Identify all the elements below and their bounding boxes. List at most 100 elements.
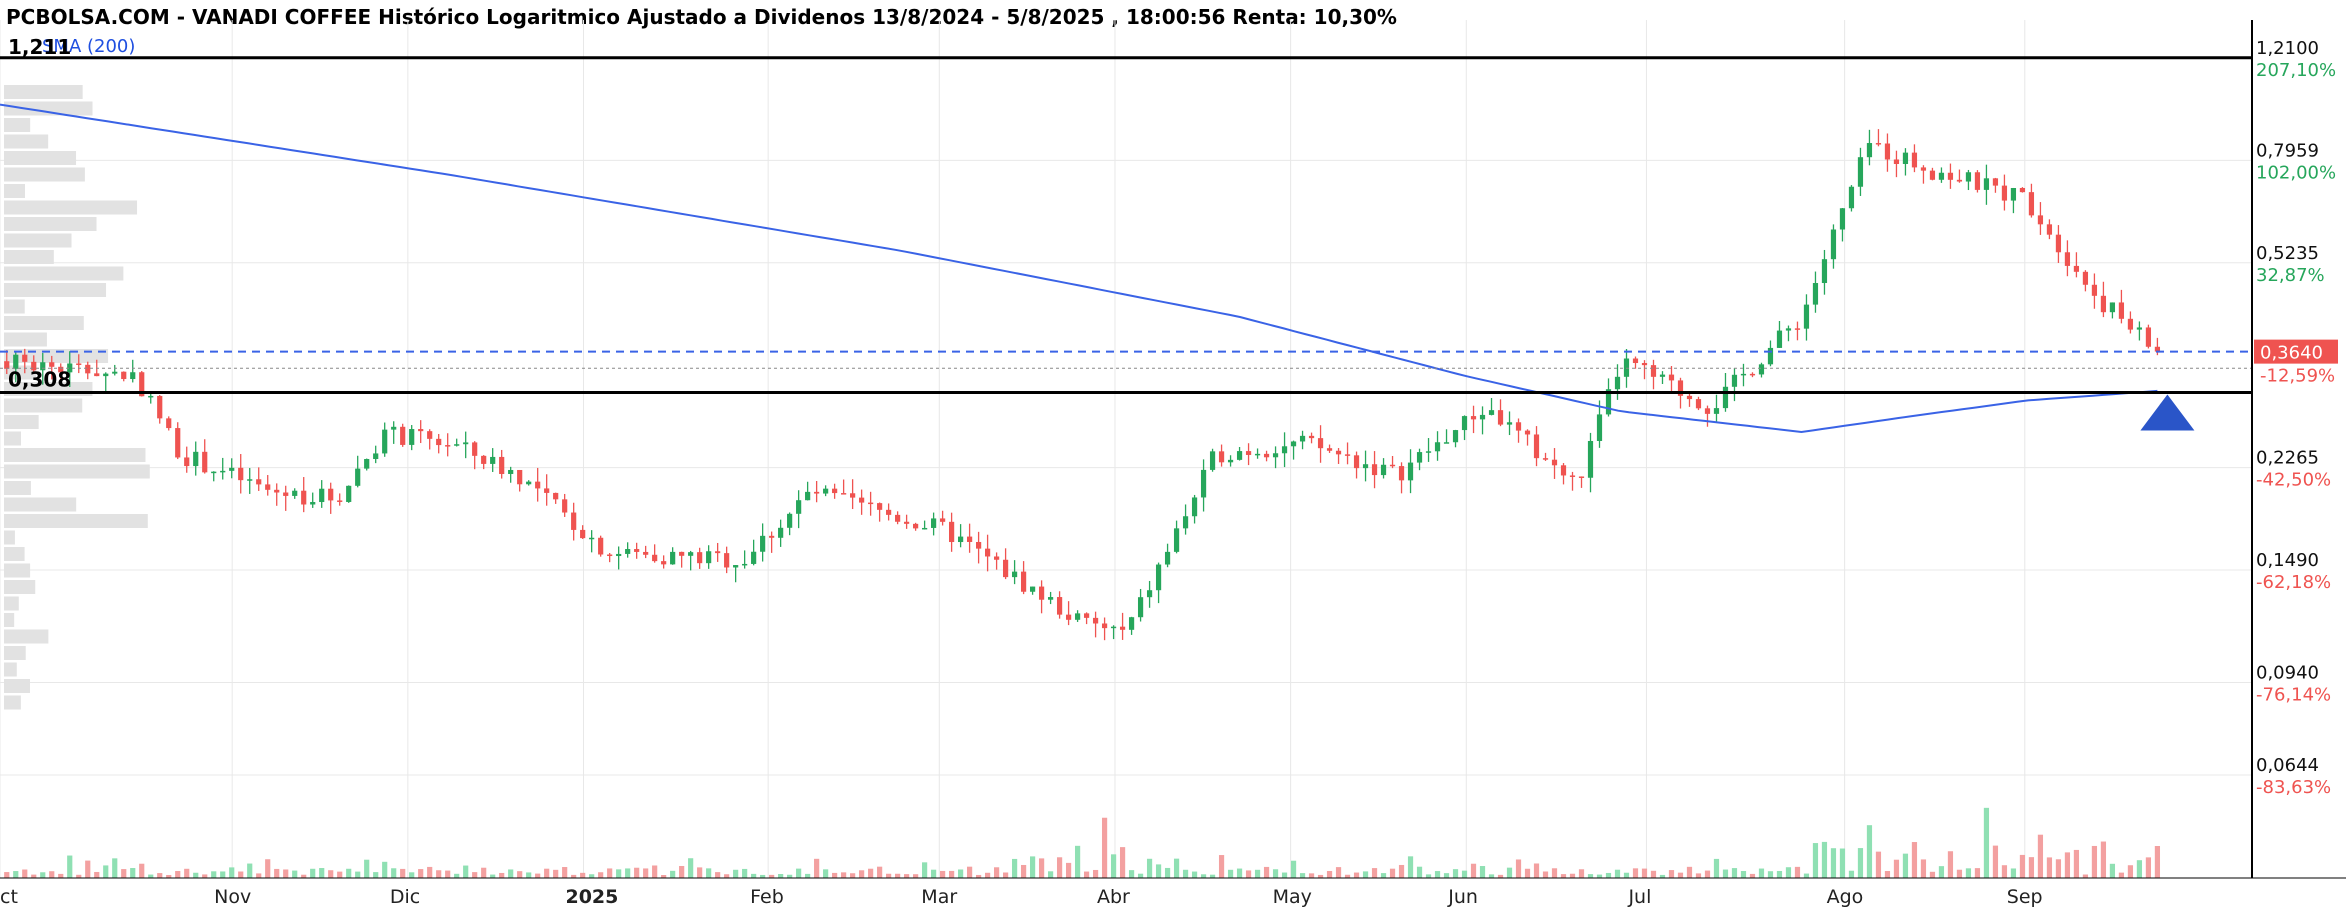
volume-bar xyxy=(1974,868,1981,878)
support-label: 0,308 xyxy=(8,367,71,391)
x-tick-label: Jun xyxy=(1447,886,1478,908)
candle-body xyxy=(1785,328,1792,331)
volume-bar xyxy=(1173,858,1180,878)
candle-body xyxy=(373,453,379,460)
volume-bar xyxy=(544,868,550,878)
candle-body xyxy=(31,361,37,371)
candle-body xyxy=(949,521,955,543)
volume-bar xyxy=(2046,857,2053,878)
candle-body xyxy=(1857,157,1864,187)
candle-body xyxy=(1713,408,1720,414)
volume-bar xyxy=(1398,864,1405,878)
candle-body xyxy=(1731,374,1738,387)
volume-bar xyxy=(697,867,703,878)
volume-bar xyxy=(346,868,352,878)
volume-bar xyxy=(1236,868,1243,878)
volume-bar xyxy=(400,868,406,878)
candle-body xyxy=(1065,614,1072,620)
candle-body xyxy=(1740,373,1747,376)
candle-body xyxy=(1047,597,1054,600)
volume-bar xyxy=(571,874,577,878)
volume-bar xyxy=(724,874,730,878)
candle-body xyxy=(1965,172,1972,182)
volume-bar xyxy=(652,865,658,878)
volume-bar xyxy=(1623,872,1630,878)
volume-bar xyxy=(229,867,235,878)
candle-body xyxy=(2046,224,2053,235)
volume-bar xyxy=(1830,848,1837,878)
candle-body xyxy=(976,541,982,549)
profile-bar xyxy=(4,233,72,248)
candle-body xyxy=(2082,271,2089,285)
candle-body xyxy=(1668,374,1675,381)
candle-body xyxy=(2019,187,2026,193)
profile-bar xyxy=(4,85,83,99)
candle-body xyxy=(2118,302,2125,319)
candle-body xyxy=(1137,597,1144,618)
volume-bar xyxy=(562,867,568,878)
candle-body xyxy=(1614,376,1621,390)
volume-bar xyxy=(679,865,685,878)
candle-body xyxy=(724,553,730,568)
candle-body xyxy=(1164,551,1171,565)
volume-bar xyxy=(211,871,217,878)
profile-bar xyxy=(4,250,54,264)
candle-body xyxy=(1146,590,1153,598)
candle-body xyxy=(2064,252,2071,266)
candle-body xyxy=(1128,617,1135,630)
candle-body xyxy=(1002,559,1009,578)
candle-body xyxy=(571,512,577,530)
profile-bar xyxy=(4,299,25,314)
current-price-percent: -12,59% xyxy=(2260,366,2335,387)
candle-body xyxy=(1200,469,1207,498)
candle-body xyxy=(1938,172,1945,180)
volume-bar xyxy=(1263,866,1270,878)
candle-body xyxy=(1596,414,1603,441)
candle-body xyxy=(256,479,262,485)
volume-bar xyxy=(292,870,298,878)
candle-body xyxy=(2091,284,2098,296)
volume-bar xyxy=(1758,868,1765,878)
volume-bar xyxy=(850,873,856,878)
candle-body xyxy=(1686,395,1693,400)
volume-bar xyxy=(238,871,244,878)
volume-bar xyxy=(409,872,415,878)
percent-tick-label: 207,10% xyxy=(2256,60,2336,81)
profile-bar xyxy=(4,613,15,627)
volume-bar xyxy=(661,874,667,878)
candle-body xyxy=(517,469,523,485)
volume-bar xyxy=(1992,845,1999,878)
volume-bar xyxy=(1470,863,1477,878)
volume-bar xyxy=(616,869,622,878)
volume-bar xyxy=(1029,856,1036,878)
candle-body xyxy=(913,523,919,529)
candle-body xyxy=(2073,265,2080,272)
volume-bar xyxy=(778,873,784,878)
price-tick-label: 0,0644 xyxy=(2256,755,2319,776)
x-tick-label: Mar xyxy=(921,886,957,908)
volume-bar xyxy=(1308,873,1315,878)
candle-body xyxy=(778,527,784,538)
volume-bar xyxy=(1326,870,1333,878)
profile-bar xyxy=(4,431,22,446)
volume-bar xyxy=(22,869,28,878)
volume-bar xyxy=(940,870,946,878)
volume-bar xyxy=(310,868,316,878)
current-price-label: 0,3640 xyxy=(2260,343,2323,364)
volume-bar xyxy=(1002,872,1009,878)
candle-body xyxy=(1902,152,1909,165)
volume-bar xyxy=(1191,871,1198,878)
volume-bar xyxy=(301,874,307,878)
candle-body xyxy=(2136,327,2143,330)
volume-bar xyxy=(1983,807,1990,878)
volume-bar xyxy=(1362,871,1369,878)
candle-body xyxy=(67,363,73,373)
candle-body xyxy=(274,489,280,493)
profile-bar xyxy=(4,167,85,182)
candle-body xyxy=(1083,613,1090,618)
volume-bar xyxy=(1848,870,1855,878)
profile-bar xyxy=(4,316,84,330)
volume-bar xyxy=(787,874,793,878)
candle-body xyxy=(337,500,343,502)
